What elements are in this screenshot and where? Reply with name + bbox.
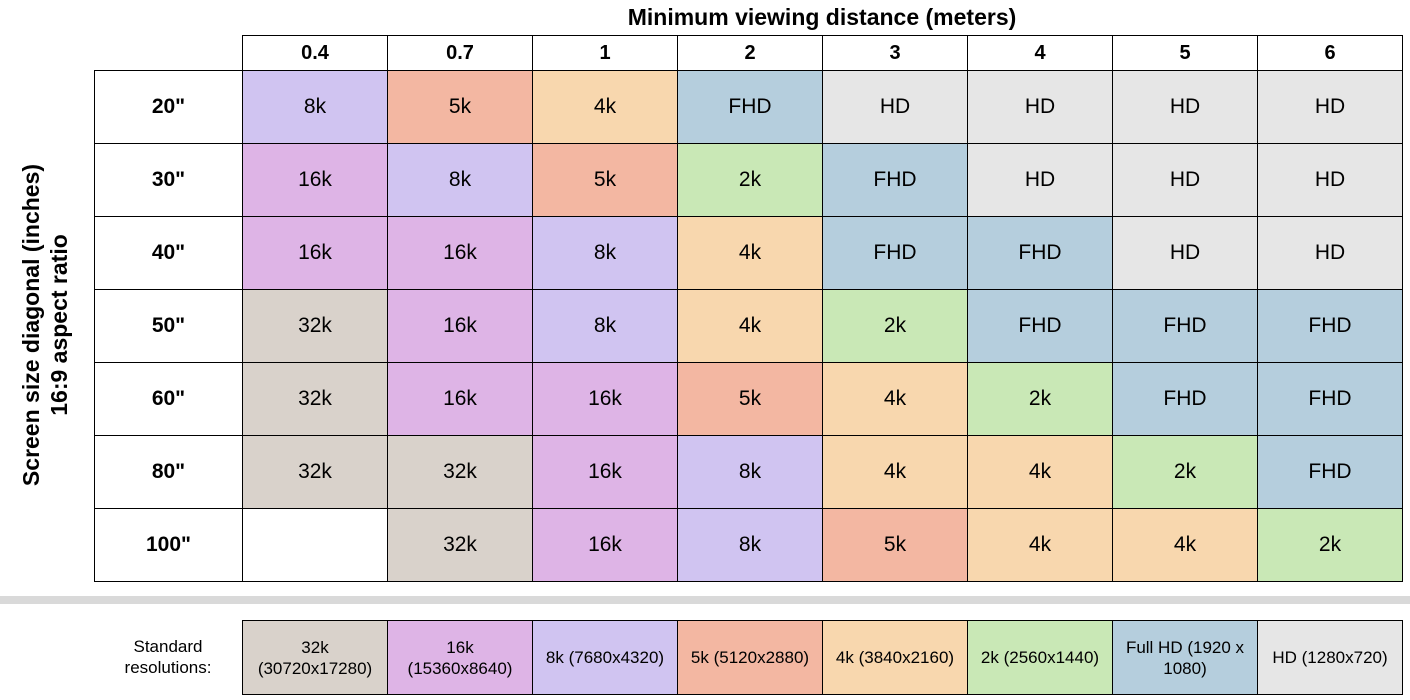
- column-header-2: 1: [532, 35, 678, 71]
- column-header-3: 2: [677, 35, 823, 71]
- table-cell-5-7: FHD: [1257, 435, 1403, 509]
- table-cell-2-5: FHD: [967, 216, 1113, 290]
- chart-title: Minimum viewing distance (meters): [627, 4, 1017, 30]
- table-cell-4-6: FHD: [1112, 362, 1258, 436]
- table-cell-5-1: 32k: [387, 435, 533, 509]
- table-cell-1-5: HD: [967, 143, 1113, 217]
- table-cell-0-2: 4k: [532, 70, 678, 144]
- table-cell-5-4: 4k: [822, 435, 968, 509]
- legend-item-4: 4k (3840x2160): [822, 620, 968, 695]
- table-cell-6-3: 8k: [677, 508, 823, 582]
- table-cell-3-0: 32k: [242, 289, 388, 363]
- table-cell-4-5: 2k: [967, 362, 1113, 436]
- table-cell-4-7: FHD: [1257, 362, 1403, 436]
- table-cell-0-5: HD: [967, 70, 1113, 144]
- table-cell-6-6: 4k: [1112, 508, 1258, 582]
- table-cell-2-6: HD: [1112, 216, 1258, 290]
- table-cell-0-1: 5k: [387, 70, 533, 144]
- table-cell-1-0: 16k: [242, 143, 388, 217]
- column-header-1: 0.7: [387, 35, 533, 71]
- table-cell-2-4: FHD: [822, 216, 968, 290]
- table-cell-1-6: HD: [1112, 143, 1258, 217]
- table-cell-5-0: 32k: [242, 435, 388, 509]
- table-cell-0-7: HD: [1257, 70, 1403, 144]
- table-cell-2-1: 16k: [387, 216, 533, 290]
- row-header-3: 50": [94, 289, 243, 363]
- table-cell-2-3: 4k: [677, 216, 823, 290]
- table-cell-5-5: 4k: [967, 435, 1113, 509]
- table-cell-4-2: 16k: [532, 362, 678, 436]
- column-header-0: 0.4: [242, 35, 388, 71]
- table-cell-6-2: 16k: [532, 508, 678, 582]
- table-cell-2-7: HD: [1257, 216, 1403, 290]
- legend-item-7: HD (1280x720): [1257, 620, 1403, 695]
- row-header-2: 40": [94, 216, 243, 290]
- table-cell-0-4: HD: [822, 70, 968, 144]
- table-cell-1-3: 2k: [677, 143, 823, 217]
- table-cell-3-3: 4k: [677, 289, 823, 363]
- table-cell-6-7: 2k: [1257, 508, 1403, 582]
- legend-item-6: Full HD (1920 x 1080): [1112, 620, 1258, 695]
- table-cell-3-1: 16k: [387, 289, 533, 363]
- row-header-4: 60": [94, 362, 243, 436]
- column-header-7: 6: [1257, 35, 1403, 71]
- y-axis-label-line-1: Screen size diagonal (inches): [18, 163, 44, 487]
- table-cell-1-2: 5k: [532, 143, 678, 217]
- legend-item-5: 2k (2560x1440): [967, 620, 1113, 695]
- legend-caption: Standard resolutions:: [124, 637, 212, 677]
- table-cell-2-2: 8k: [532, 216, 678, 290]
- table-cell-4-3: 5k: [677, 362, 823, 436]
- legend-item-2: 8k (7680x4320): [532, 620, 678, 695]
- divider: [0, 596, 1410, 604]
- legend-item-1: 16k (15360x8640): [387, 620, 533, 695]
- y-axis-label-line-2: 16:9 aspect ratio: [46, 234, 72, 416]
- table-cell-3-6: FHD: [1112, 289, 1258, 363]
- table-cell-6-1: 32k: [387, 508, 533, 582]
- row-header-5: 80": [94, 435, 243, 509]
- table-cell-1-1: 8k: [387, 143, 533, 217]
- table-cell-6-5: 4k: [967, 508, 1113, 582]
- table-cell-3-2: 8k: [532, 289, 678, 363]
- table-cell-3-5: FHD: [967, 289, 1113, 363]
- legend-item-0: 32k (30720x17280): [242, 620, 388, 695]
- column-header-4: 3: [822, 35, 968, 71]
- table-cell-1-7: HD: [1257, 143, 1403, 217]
- table-cell-2-0: 16k: [242, 216, 388, 290]
- table-cell-6-0: [242, 508, 388, 582]
- column-header-6: 5: [1112, 35, 1258, 71]
- table-cell-0-6: HD: [1112, 70, 1258, 144]
- table-cell-4-1: 16k: [387, 362, 533, 436]
- column-header-5: 4: [967, 35, 1113, 71]
- table-cell-4-0: 32k: [242, 362, 388, 436]
- table-cell-5-2: 16k: [532, 435, 678, 509]
- table-cell-0-0: 8k: [242, 70, 388, 144]
- row-header-0: 20": [94, 70, 243, 144]
- table-cell-6-4: 5k: [822, 508, 968, 582]
- table-cell-3-4: 2k: [822, 289, 968, 363]
- table-cell-0-3: FHD: [677, 70, 823, 144]
- table-cell-4-4: 4k: [822, 362, 968, 436]
- table-cell-5-3: 8k: [677, 435, 823, 509]
- table-cell-5-6: 2k: [1112, 435, 1258, 509]
- row-header-6: 100": [94, 508, 243, 582]
- legend-item-3: 5k (5120x2880): [677, 620, 823, 695]
- row-header-1: 30": [94, 143, 243, 217]
- table-cell-3-7: FHD: [1257, 289, 1403, 363]
- table-cell-1-4: FHD: [822, 143, 968, 217]
